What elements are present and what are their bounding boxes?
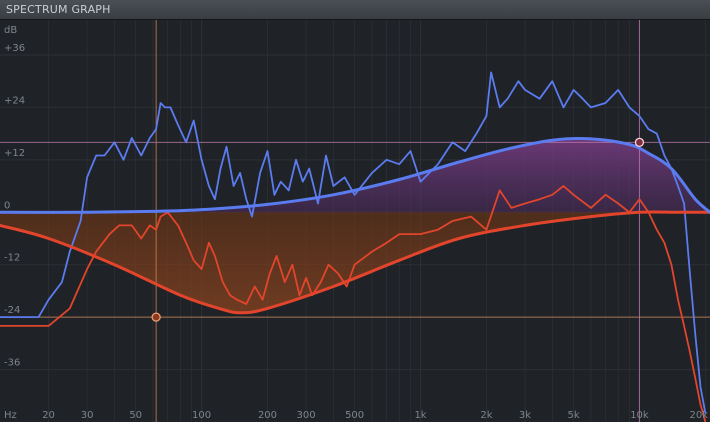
curve-markers[interactable]	[151, 137, 645, 322]
x-tick-label: 300	[297, 410, 316, 421]
spectrum-lines	[0, 71, 707, 422]
x-tick-label: 50	[129, 410, 142, 421]
x-tick-label: 3k	[519, 410, 531, 421]
x-tick-label: 20	[42, 410, 55, 421]
red-marker[interactable]	[151, 312, 161, 322]
eq-curves	[0, 137, 710, 315]
x-tick-label: 100	[192, 410, 211, 421]
y-axis-unit: dB	[4, 25, 17, 36]
red-curve-line	[0, 210, 710, 315]
y-tick-label: +12	[4, 148, 25, 159]
y-tick-label: -12	[4, 253, 20, 264]
y-tick-label: -24	[4, 305, 20, 316]
y-tick-label: +36	[4, 43, 25, 54]
blue-spectrum-line	[0, 71, 707, 414]
curve-fills	[0, 138, 710, 313]
y-tick-label: +24	[4, 95, 25, 106]
blue-curve-fill	[0, 138, 710, 213]
axis-labels: dB +36 +24 +12 0 -12 -24 -36 Hz 20 30 50 100 200 300 50…	[4, 25, 708, 421]
spectrum-graph[interactable]: dB +36 +24 +12 0 -12 -24 -36 Hz 20 30 50 100 200 300 50…	[0, 20, 710, 422]
red-curve-fill	[0, 211, 710, 313]
x-tick-label: 1k	[414, 410, 426, 421]
x-tick-label: 2k	[480, 410, 492, 421]
red-spectrum-line	[0, 185, 707, 422]
x-axis-unit: Hz	[4, 410, 17, 421]
x-tick-label: 20k	[689, 410, 708, 421]
x-tick-label: 200	[258, 410, 277, 421]
blue-curve-line	[0, 137, 710, 214]
y-tick-label: -36	[4, 358, 20, 369]
x-tick-label: 30	[81, 410, 94, 421]
x-tick-label: 10k	[630, 410, 649, 421]
x-tick-label: 500	[345, 410, 364, 421]
marker-guide-lines	[0, 20, 710, 422]
x-tick-label: 5k	[567, 410, 579, 421]
window-title: SPECTRUM GRAPH	[6, 3, 111, 16]
y-tick-label: 0	[4, 200, 10, 211]
blue-marker[interactable]	[634, 137, 645, 147]
title-bar[interactable]: SPECTRUM GRAPH	[0, 0, 710, 20]
